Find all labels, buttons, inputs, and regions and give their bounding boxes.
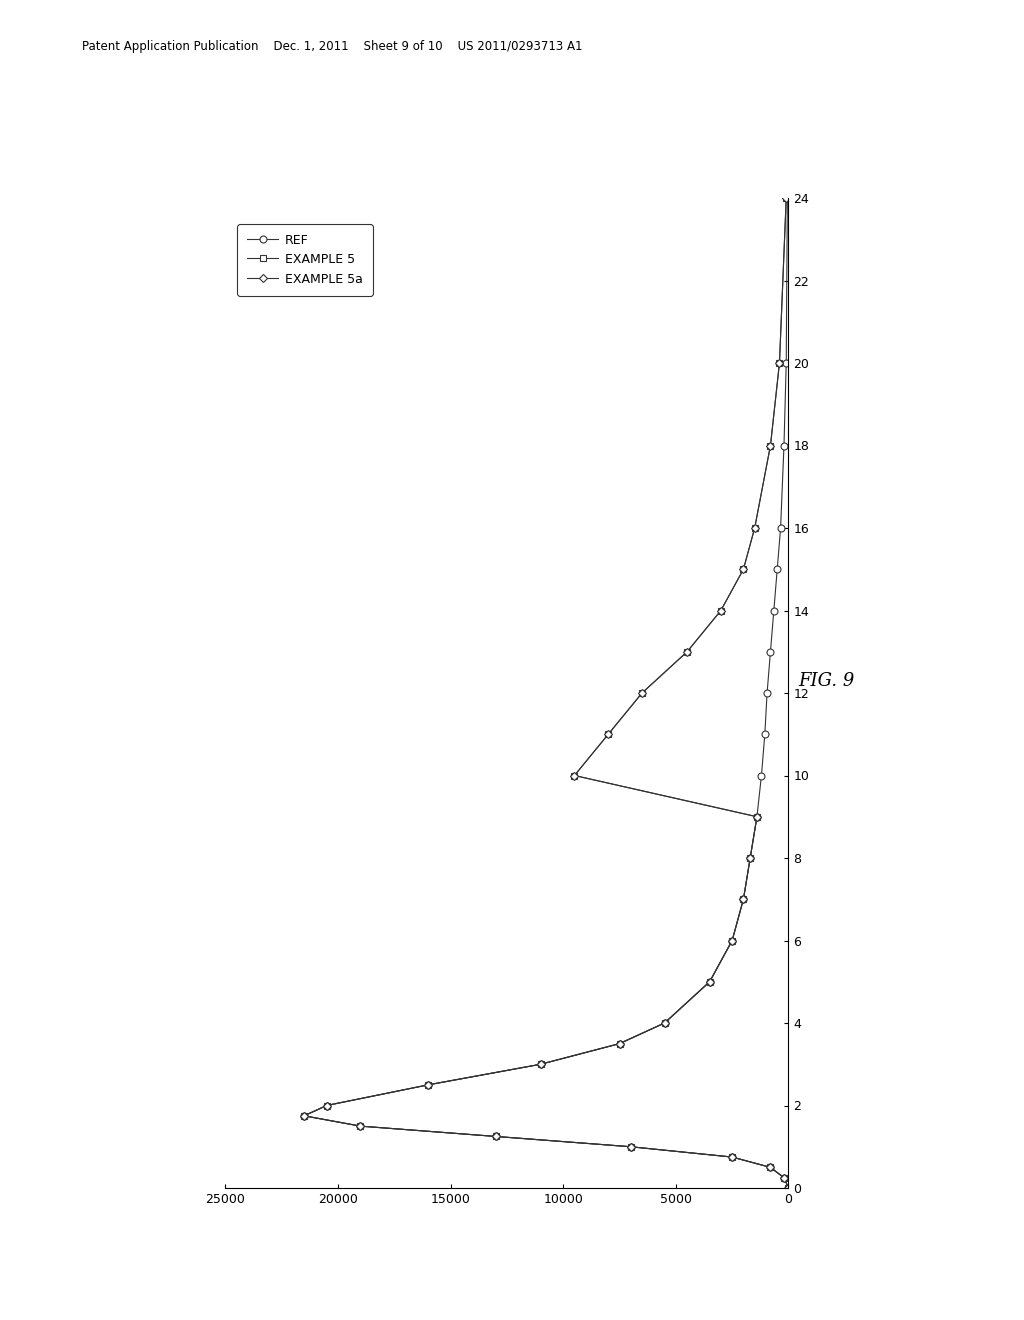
REF [535, 1056, 547, 1072]
EXAMPLE 5 [625, 1139, 637, 1155]
Line: EXAMPLE 5: EXAMPLE 5 [301, 195, 792, 1191]
EXAMPLE 5a [535, 1056, 547, 1072]
REF [761, 685, 773, 701]
EXAMPLE 5 [737, 561, 750, 577]
EXAMPLE 5a [773, 355, 785, 371]
EXAMPLE 5 [726, 1150, 738, 1166]
EXAMPLE 5a [751, 809, 763, 825]
EXAMPLE 5 [535, 1056, 547, 1072]
REF [744, 850, 757, 866]
EXAMPLE 5 [613, 1036, 626, 1052]
EXAMPLE 5a [625, 1139, 637, 1155]
REF [771, 561, 783, 577]
REF [751, 809, 763, 825]
Text: Patent Application Publication    Dec. 1, 2011    Sheet 9 of 10    US 2011/02937: Patent Application Publication Dec. 1, 2… [82, 40, 583, 53]
EXAMPLE 5a [658, 1015, 671, 1031]
EXAMPLE 5a [764, 1159, 776, 1175]
REF [778, 1170, 791, 1185]
EXAMPLE 5a [354, 1118, 367, 1134]
EXAMPLE 5a [726, 932, 738, 948]
EXAMPLE 5a [749, 520, 761, 536]
REF [737, 891, 750, 907]
REF [321, 1098, 333, 1114]
EXAMPLE 5a [602, 726, 614, 742]
EXAMPLE 5a [744, 850, 757, 866]
Line: EXAMPLE 5a: EXAMPLE 5a [301, 195, 792, 1191]
EXAMPLE 5 [782, 1180, 795, 1196]
EXAMPLE 5 [636, 685, 648, 701]
EXAMPLE 5 [568, 768, 581, 784]
REF [726, 1150, 738, 1166]
REF [778, 438, 791, 454]
EXAMPLE 5 [602, 726, 614, 742]
EXAMPLE 5 [764, 438, 776, 454]
EXAMPLE 5a [764, 438, 776, 454]
EXAMPLE 5 [489, 1129, 502, 1144]
EXAMPLE 5 [764, 1159, 776, 1175]
Text: FIG. 9: FIG. 9 [799, 672, 855, 690]
EXAMPLE 5 [715, 602, 727, 618]
Legend: REF, EXAMPLE 5, EXAMPLE 5a: REF, EXAMPLE 5, EXAMPLE 5a [238, 224, 373, 296]
EXAMPLE 5 [737, 891, 750, 907]
REF [658, 1015, 671, 1031]
EXAMPLE 5a [737, 561, 750, 577]
EXAMPLE 5a [778, 1170, 791, 1185]
EXAMPLE 5a [715, 602, 727, 618]
REF [625, 1139, 637, 1155]
EXAMPLE 5a [613, 1036, 626, 1052]
EXAMPLE 5a [321, 1098, 333, 1114]
EXAMPLE 5a [422, 1077, 434, 1093]
EXAMPLE 5a [782, 1180, 795, 1196]
EXAMPLE 5 [681, 644, 693, 660]
EXAMPLE 5 [298, 1107, 310, 1123]
EXAMPLE 5 [422, 1077, 434, 1093]
EXAMPLE 5 [744, 850, 757, 866]
REF [782, 1180, 795, 1196]
EXAMPLE 5 [778, 1170, 791, 1185]
EXAMPLE 5a [681, 644, 693, 660]
REF [726, 932, 738, 948]
EXAMPLE 5a [298, 1107, 310, 1123]
EXAMPLE 5 [658, 1015, 671, 1031]
EXAMPLE 5 [726, 932, 738, 948]
EXAMPLE 5 [321, 1098, 333, 1114]
EXAMPLE 5a [737, 891, 750, 907]
Line: REF: REF [301, 194, 792, 1192]
REF [489, 1129, 502, 1144]
EXAMPLE 5 [703, 974, 716, 990]
REF [768, 602, 780, 618]
REF [781, 190, 794, 206]
REF [298, 1107, 310, 1123]
EXAMPLE 5 [354, 1118, 367, 1134]
REF [764, 1159, 776, 1175]
EXAMPLE 5 [773, 355, 785, 371]
REF [756, 768, 768, 784]
EXAMPLE 5a [726, 1150, 738, 1166]
REF [354, 1118, 367, 1134]
REF [764, 644, 776, 660]
REF [422, 1077, 434, 1093]
EXAMPLE 5a [636, 685, 648, 701]
EXAMPLE 5a [489, 1129, 502, 1144]
REF [780, 355, 793, 371]
EXAMPLE 5a [780, 190, 793, 206]
EXAMPLE 5 [749, 520, 761, 536]
REF [703, 974, 716, 990]
EXAMPLE 5a [568, 768, 581, 784]
REF [613, 1036, 626, 1052]
REF [774, 520, 786, 536]
EXAMPLE 5 [780, 190, 793, 206]
REF [759, 726, 771, 742]
EXAMPLE 5 [751, 809, 763, 825]
EXAMPLE 5a [703, 974, 716, 990]
